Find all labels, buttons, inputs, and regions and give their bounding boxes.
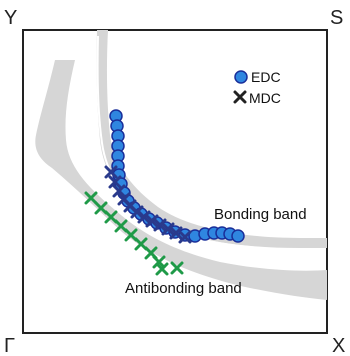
mdc-antibonding-marker: [104, 210, 118, 224]
mdc-legend-icon: [233, 90, 247, 104]
mdc-bonding-marker: [145, 214, 159, 228]
mdc-bonding-marker: [104, 165, 118, 179]
antibonding-band-region: [35, 60, 327, 300]
corner-label-gamma: Γ: [4, 335, 15, 356]
mdc-bonding-marker: [153, 218, 167, 232]
mdc-bonding-marker: [178, 230, 192, 244]
mdc-bonding-marker: [169, 226, 183, 240]
legend: EDC MDC: [233, 69, 281, 106]
legend-label-mdc: MDC: [249, 90, 281, 106]
mdc-bonding-marker: [137, 210, 151, 224]
edc-marker: [231, 229, 245, 243]
legend-label-edc: EDC: [251, 69, 281, 85]
mdc-antibonding-marker: [84, 191, 98, 205]
antibonding-band-label: Antibonding band: [125, 280, 242, 297]
mdc-bonding-marker: [161, 222, 175, 236]
mdc-antibonding-marker: [152, 255, 166, 269]
mdc-antibonding-marker: [155, 262, 169, 276]
bonding-band-label: Bonding band: [214, 206, 307, 223]
dispersion-markers: [84, 109, 245, 276]
mdc-bonding-marker: [112, 184, 126, 198]
corner-label-y: Y: [4, 7, 17, 29]
mdc-antibonding-marker: [94, 201, 108, 215]
mdc-antibonding-marker: [114, 219, 128, 233]
corner-label-x: X: [332, 335, 345, 356]
mdc-antibonding-marker: [170, 261, 184, 275]
corner-label-s: S: [330, 7, 343, 29]
edc-legend-icon: [234, 70, 248, 84]
mdc-antibonding-marker: [124, 228, 138, 242]
mdc-bonding-marker: [108, 175, 122, 189]
brillouin-zone-frame: [22, 29, 328, 334]
mdc-antibonding-marker: [134, 237, 148, 251]
